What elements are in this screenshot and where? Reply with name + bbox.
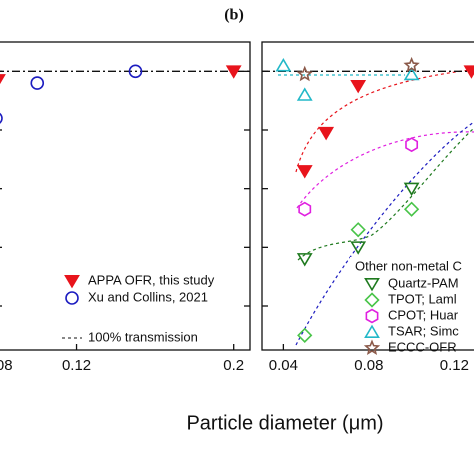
data-point	[297, 327, 313, 343]
legend-title: Other non-metal C	[355, 258, 462, 273]
data-point	[405, 137, 419, 153]
legend-label: CPOT; Huar	[388, 307, 459, 322]
data-point	[350, 80, 367, 94]
data-point	[296, 87, 313, 101]
fit-curves	[278, 69, 474, 346]
fit-curve	[295, 69, 471, 173]
data-point	[30, 76, 45, 90]
x-tick-label: 0.08	[354, 357, 383, 374]
plot-frame	[261, 41, 474, 351]
legend-label: APPA OFR, this study	[88, 272, 215, 287]
data-point	[403, 66, 420, 81]
x-tick-label: 0.2	[223, 357, 244, 374]
legend-marker	[363, 339, 381, 355]
fit-curve	[295, 121, 474, 346]
legend-marker	[364, 277, 380, 292]
legend-label: Quartz-PAM	[388, 275, 459, 290]
data-point	[275, 58, 292, 72]
x-tick-label: 0.12	[440, 357, 469, 374]
data-point	[128, 64, 143, 79]
data-point	[296, 165, 313, 179]
legend-label: ECCC-OFR	[388, 339, 457, 354]
data-point	[225, 65, 242, 79]
data-point	[0, 74, 6, 85]
data-point	[298, 201, 312, 217]
legend-label: 100% transmission	[88, 329, 198, 344]
legend-marker	[65, 291, 79, 305]
x-tick-label: 0.08	[0, 357, 13, 374]
legend-marker	[64, 274, 80, 289]
data-point	[350, 241, 367, 255]
legend-label: Xu and Collins, 2021	[88, 289, 208, 304]
legend-marker	[364, 324, 380, 339]
x-axis-label: Particle diameter (μm)	[186, 412, 383, 434]
data-point	[403, 56, 420, 73]
data-point	[403, 182, 420, 197]
legend-label: TSAR; Simc	[388, 323, 459, 338]
data-point	[296, 253, 313, 267]
x-tick-label: 0.12	[62, 357, 91, 374]
data-point	[463, 65, 474, 79]
legend-label: TPOT; Laml	[388, 291, 457, 306]
legend-box	[350, 257, 474, 349]
legend-marker	[364, 292, 380, 308]
data-point	[403, 201, 420, 217]
legend-marker	[365, 308, 379, 324]
x-tick-label: 0.04	[269, 357, 298, 374]
data-point	[0, 112, 3, 124]
plot-frame	[0, 41, 251, 351]
panel-label: (b)	[224, 7, 244, 24]
data-point	[318, 126, 335, 141]
data-point	[296, 65, 313, 82]
data-point	[350, 222, 366, 238]
